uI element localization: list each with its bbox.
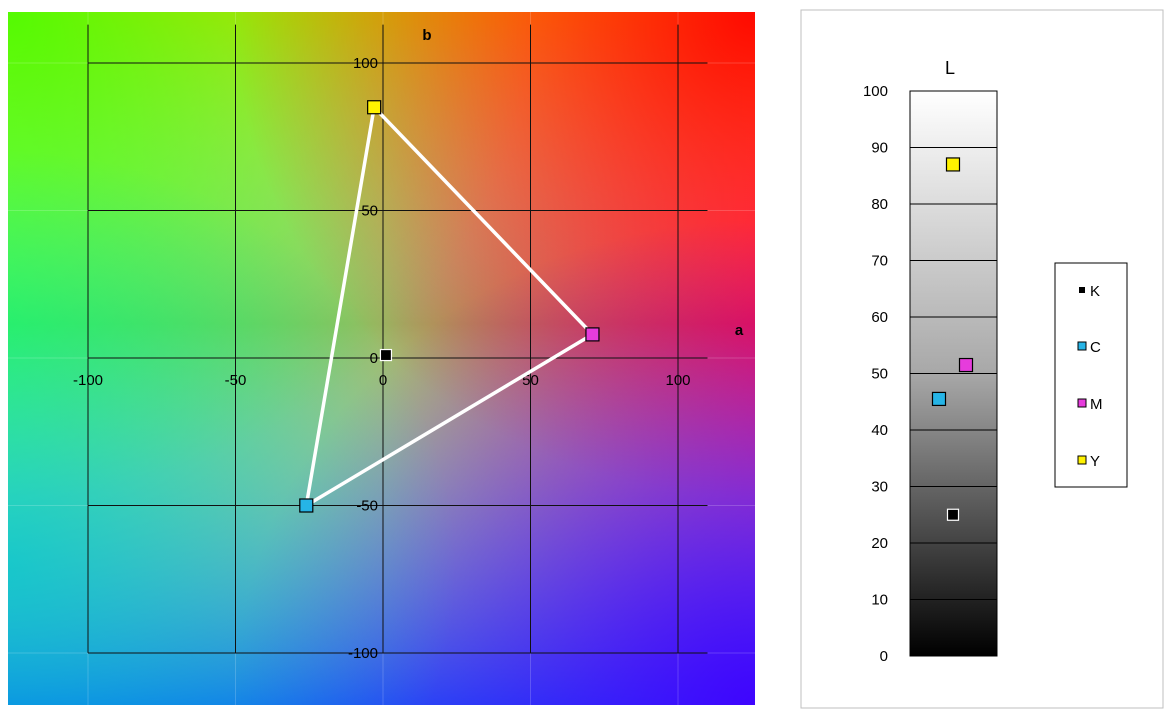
ab-y-tick-label: -100	[348, 645, 378, 662]
ab-x-tick-label: 100	[665, 372, 690, 389]
ab-x-tick-label: 0	[379, 372, 387, 389]
l-tick-label: 0	[880, 648, 888, 665]
ab-y-tick-label: 50	[361, 203, 378, 220]
ab-x-tick-label: 50	[522, 372, 539, 389]
legend-swatch-c	[1077, 341, 1087, 351]
ab-tick-labels: -100 -50 0 50 100 -100 -50 0 50 100	[73, 55, 691, 662]
ab-point-m	[585, 327, 600, 342]
legend-label-c: C	[1090, 339, 1101, 356]
l-tick-label: 90	[871, 140, 888, 157]
l-tick-label: 60	[871, 309, 888, 326]
ab-x-axis-label: a	[735, 322, 744, 339]
ab-point-k	[379, 348, 393, 362]
l-tick-label: 70	[871, 253, 888, 270]
legend-swatch-y	[1077, 455, 1087, 465]
ab-x-tick-label: -50	[225, 372, 247, 389]
legend-label-k: K	[1090, 283, 1100, 300]
l-tick-label: 10	[871, 592, 888, 609]
legend-label-y: Y	[1090, 453, 1100, 470]
ab-y-tick-label: 0	[370, 350, 378, 367]
l-grid	[910, 147, 997, 600]
ab-grid	[8, 12, 755, 705]
legend-swatch-m	[1077, 398, 1087, 408]
ab-x-tick-label: -100	[73, 372, 103, 389]
ab-points	[299, 100, 600, 513]
ab-point-c	[299, 498, 314, 513]
l-tick-label: 20	[871, 535, 888, 552]
l-axis-title: L	[945, 58, 955, 78]
l-tick-label: 50	[871, 366, 888, 383]
ab-y-axis-label: b	[422, 27, 431, 44]
ab-y-tick-label: 100	[353, 55, 378, 72]
l-tick-labels: 0 10 20 30 40 50 60 70 80 90 100	[863, 83, 888, 665]
l-tick-label: 80	[871, 196, 888, 213]
l-point-m	[958, 357, 974, 373]
l-point-c	[931, 391, 947, 407]
l-point-k	[946, 508, 960, 521]
l-points	[931, 157, 974, 521]
legend: K C M Y	[1054, 262, 1128, 488]
l-tick-label: 100	[863, 83, 888, 100]
legend-swatch-k	[1079, 287, 1085, 293]
legend-label-m: M	[1090, 396, 1103, 413]
gamut-triangle	[304, 105, 595, 508]
ab-y-tick-label: -50	[356, 498, 378, 515]
l-tick-label: 30	[871, 479, 888, 496]
l-tick-label: 40	[871, 422, 888, 439]
l-point-y	[945, 157, 961, 172]
legend-box	[1054, 262, 1128, 488]
ab-point-y	[367, 100, 382, 115]
